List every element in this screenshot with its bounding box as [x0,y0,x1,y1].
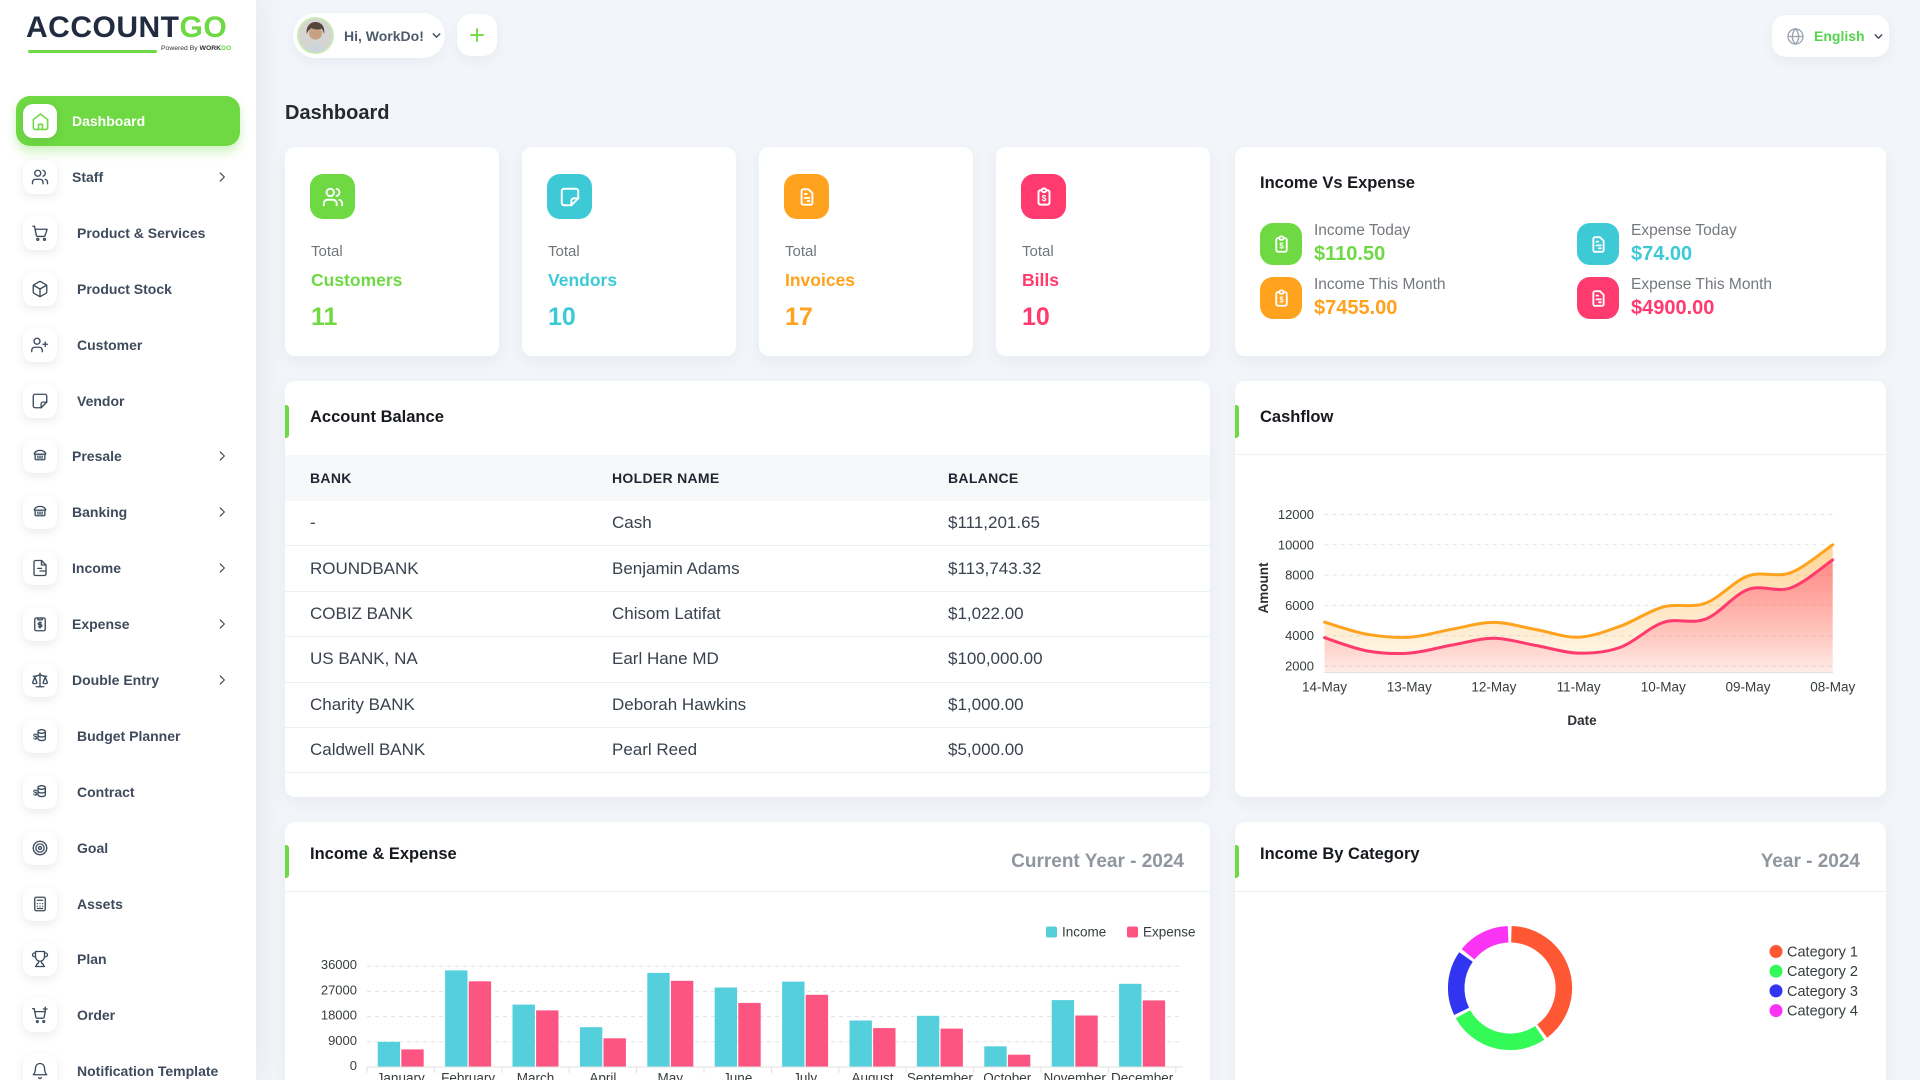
svg-text:13-May: 13-May [1387,680,1432,695]
svg-text:4000: 4000 [1285,628,1314,643]
svg-text:36000: 36000 [321,957,357,972]
svg-text:14-May: 14-May [1302,680,1347,695]
svg-text:11-May: 11-May [1557,680,1601,695]
svg-text:August: August [851,1071,893,1080]
svg-text:12-May: 12-May [1471,680,1516,695]
svg-text:October: October [983,1071,1032,1080]
svg-text:09-May: 09-May [1725,680,1770,695]
svg-text:6000: 6000 [1285,598,1314,613]
svg-text:0: 0 [350,1058,357,1073]
svg-text:Date: Date [1567,713,1597,728]
svg-text:$: $ [1041,194,1046,203]
svg-text:Category 2: Category 2 [1787,964,1858,980]
svg-text:$: $ [1279,295,1284,304]
svg-text:12000: 12000 [1278,507,1314,522]
svg-text:July: July [793,1071,817,1080]
svg-text:Expense: Expense [1143,925,1196,940]
svg-text:April: April [589,1071,616,1080]
svg-text:18000: 18000 [321,1008,357,1023]
svg-text:10000: 10000 [1278,537,1314,552]
svg-text:$: $ [1279,241,1284,250]
svg-text:8000: 8000 [1285,568,1314,583]
svg-text:September: September [907,1071,974,1080]
svg-text:January: January [377,1071,425,1080]
svg-text:December: December [1111,1071,1174,1080]
svg-text:February: February [441,1071,495,1080]
svg-text:$: $ [33,788,38,797]
svg-text:9000: 9000 [328,1033,357,1048]
svg-text:Category 4: Category 4 [1787,1004,1858,1020]
svg-text:June: June [723,1071,752,1080]
svg-text:Amount: Amount [1256,562,1271,613]
svg-text:$: $ [33,732,38,741]
svg-text:November: November [1044,1071,1107,1080]
svg-text:March: March [517,1071,555,1080]
svg-text:Category 3: Category 3 [1787,984,1858,1000]
svg-text:27000: 27000 [321,982,357,997]
svg-text:May: May [658,1071,684,1080]
svg-text:Category 1: Category 1 [1787,945,1858,961]
svg-text:Income: Income [1062,925,1106,940]
svg-text:2000: 2000 [1285,659,1314,674]
svg-text:08-May: 08-May [1810,680,1855,695]
svg-text:10-May: 10-May [1641,680,1686,695]
